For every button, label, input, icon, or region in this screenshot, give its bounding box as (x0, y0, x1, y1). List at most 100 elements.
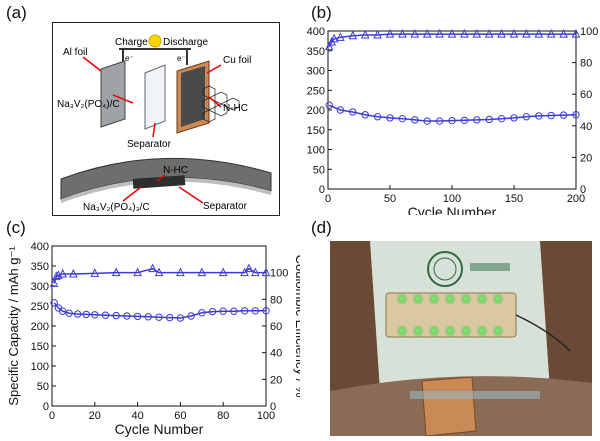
efficiency-point (522, 29, 531, 38)
capacity-point (65, 309, 73, 317)
efficiency-point (176, 267, 185, 277)
y-left-tick-label: 150 (31, 341, 49, 353)
efficiency-point (148, 263, 157, 273)
capacity-point (361, 111, 369, 119)
efficiency-point (49, 278, 59, 287)
capacity-point (386, 114, 394, 122)
y-left-tick-label: 0 (43, 401, 49, 413)
electron-right: e⁻ (177, 54, 186, 63)
efficiency-point (261, 267, 271, 277)
y-left-tick-label: 200 (31, 321, 49, 333)
bottom-cathode-label: Na₃V₂(PO₄)₃/C (83, 202, 150, 213)
y-left-tick-label: 50 (37, 381, 49, 393)
capacity-point (522, 113, 531, 121)
capacity-point (473, 116, 481, 124)
efficiency-point (559, 29, 568, 38)
efficiency-point (385, 29, 395, 38)
capacity-point (133, 312, 142, 321)
y-right-tick-label: 40 (580, 121, 592, 133)
efficiency-point (571, 29, 581, 38)
y-right-tick-label: 80 (270, 294, 282, 306)
panel-b-label: (b) (311, 3, 332, 22)
x-tick-label: 100 (257, 410, 275, 422)
capacity-point (123, 312, 131, 320)
capacity-point (219, 307, 227, 315)
led-row-bottom (396, 325, 504, 337)
al-foil-label: Al foil (63, 47, 87, 58)
efficiency-point (336, 32, 345, 41)
capacity-point (373, 113, 382, 121)
y-left-axis-title: Specific Capacity / mAh g⁻¹ (6, 246, 21, 406)
y-right-tick-label: 40 (270, 348, 282, 360)
x-tick-label: 20 (89, 410, 101, 422)
capacity-point (460, 116, 469, 124)
x-tick-label: 150 (505, 193, 523, 205)
efficiency-point (133, 267, 142, 277)
capacity-point (176, 314, 185, 322)
y-left-tick-label: 300 (31, 281, 49, 293)
y-left-tick-label: 400 (307, 26, 325, 38)
capacity-point (82, 310, 90, 319)
y-right-tick-label: 80 (580, 58, 592, 70)
capacity-point (497, 114, 506, 123)
capacity-point (144, 313, 153, 321)
flexible-battery (421, 376, 477, 436)
y-left-tick-label: 350 (307, 46, 325, 58)
y-left-tick-label: 0 (319, 184, 325, 196)
flexible-electrode (132, 175, 186, 189)
y-left-tick-label: 150 (307, 125, 325, 137)
series-line (328, 104, 577, 122)
efficiency-point (373, 29, 382, 39)
capacity-point (73, 310, 82, 318)
x-tick-label: 60 (174, 410, 186, 422)
efficiency-point (509, 29, 519, 38)
cu-foil-label: Cu foil (223, 55, 251, 66)
capacity-point (448, 116, 456, 125)
efficiency-point (435, 29, 444, 38)
separator-label: Separator (127, 139, 172, 150)
capacity-point (112, 311, 120, 320)
capacity-point (198, 309, 206, 317)
capacity-point (398, 114, 407, 123)
y-left-tick-label: 100 (31, 361, 49, 373)
anode-label: N-HC (223, 103, 248, 114)
battery-schematic: Charge Discharge e⁻ e⁻ Al foil Cu foil N… (52, 22, 280, 216)
efficiency-point (410, 29, 420, 38)
x-tick-label: 0 (49, 410, 55, 422)
panel-c-label: (c) (6, 218, 26, 237)
efficiency-point (534, 29, 544, 38)
electron-left: e⁻ (125, 54, 134, 63)
efficiency-point (244, 263, 254, 273)
capacity-point (349, 108, 357, 116)
efficiency-point (472, 29, 482, 38)
y-left-tick-label: 250 (31, 301, 49, 313)
efficiency-point (111, 267, 121, 277)
capacity-point (435, 117, 444, 125)
bottom-separator-label: Separator (203, 201, 248, 212)
cathode-plate (100, 60, 126, 128)
charge-label: Charge (115, 37, 148, 48)
capacity-point (485, 115, 493, 124)
x-tick-label: 40 (131, 410, 143, 422)
efficiency-point (447, 29, 457, 38)
y-right-tick-label: 60 (270, 321, 282, 333)
capacity-point (411, 116, 419, 124)
efficiency-point (197, 267, 207, 277)
capacity-point (535, 112, 543, 120)
x-tick-label: 0 (325, 193, 331, 205)
efficiency-point (250, 267, 260, 277)
led-row-top (396, 293, 504, 305)
efficiency-point (360, 29, 370, 39)
efficiency-point (348, 30, 358, 40)
efficiency-point (422, 29, 432, 38)
efficiency-point (218, 267, 228, 277)
efficiency-point (546, 29, 556, 38)
y-right-tick-label: 20 (270, 374, 282, 386)
efficiency-point (58, 268, 68, 278)
bulb-icon (148, 34, 162, 48)
capacity-point (187, 312, 195, 320)
capacity-point (262, 307, 270, 315)
y-left-tick-label: 50 (313, 164, 325, 176)
y-right-tick-label: 0 (270, 401, 276, 413)
capacity-point (50, 299, 58, 307)
